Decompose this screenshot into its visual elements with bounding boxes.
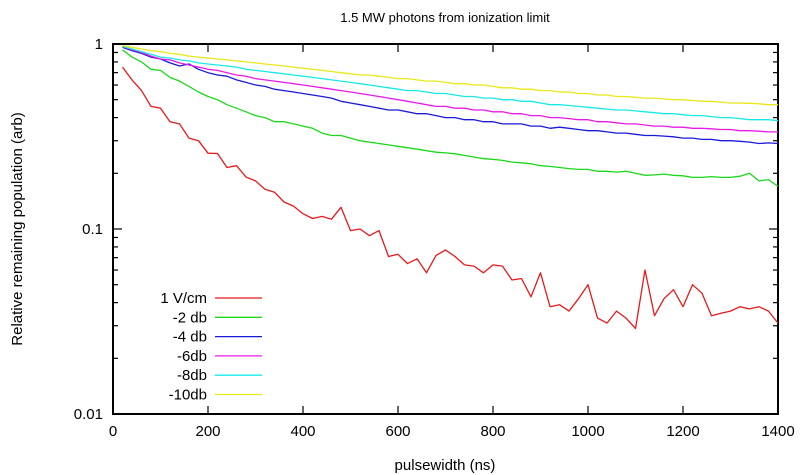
series-line-3 <box>122 46 779 145</box>
series-line-6 <box>122 44 778 106</box>
y-tick-label: 1 <box>95 36 103 53</box>
legend-label: -8db <box>177 367 207 384</box>
series-line-5 <box>122 45 779 122</box>
x-axis-label: pulsewidth (ns) <box>395 457 496 474</box>
x-tick-label: 400 <box>290 423 315 440</box>
legend-label: -2 db <box>173 309 207 326</box>
x-tick-label: 1200 <box>666 423 699 440</box>
y-axis: 0.01 0.1 1 <box>74 36 778 423</box>
x-tick-label: 1000 <box>571 423 604 440</box>
x-axis: 0 200 400 600 800 1000 1200 1400 <box>109 44 795 440</box>
x-tick-label: 0 <box>109 423 117 440</box>
legend-label: -4 db <box>173 329 207 346</box>
legend-label: -6db <box>177 348 207 365</box>
x-tick-label: 600 <box>385 423 410 440</box>
x-tick-label: 200 <box>195 423 220 440</box>
x-tick-label: 800 <box>480 423 505 440</box>
legend-label: -10db <box>169 387 207 404</box>
series-line-1 <box>121 66 779 330</box>
chart-title: 1.5 MW photons from ionization limit <box>340 10 550 25</box>
legend: 1 V/cm -2 db -4 db -6db -8db -10db <box>160 290 262 404</box>
y-tick-label: 0.01 <box>74 406 103 423</box>
x-tick-label: 1400 <box>761 423 794 440</box>
legend-label: 1 V/cm <box>160 290 207 307</box>
y-tick-label: 0.1 <box>82 221 103 238</box>
y-axis-label: Relative remaining population (arb) <box>9 112 26 345</box>
series-line-4 <box>122 45 778 133</box>
series-group <box>121 44 779 330</box>
series-line-2 <box>122 49 779 187</box>
